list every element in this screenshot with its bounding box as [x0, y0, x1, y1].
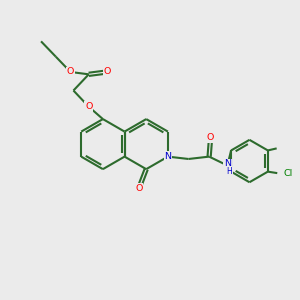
Text: O: O: [103, 68, 111, 76]
Text: H: H: [226, 167, 232, 176]
Text: O: O: [85, 102, 92, 111]
Text: O: O: [67, 68, 74, 76]
Text: O: O: [207, 133, 214, 142]
Text: N: N: [164, 152, 171, 161]
Text: Cl: Cl: [283, 169, 292, 178]
Text: O: O: [135, 184, 142, 193]
Text: N: N: [224, 160, 231, 169]
